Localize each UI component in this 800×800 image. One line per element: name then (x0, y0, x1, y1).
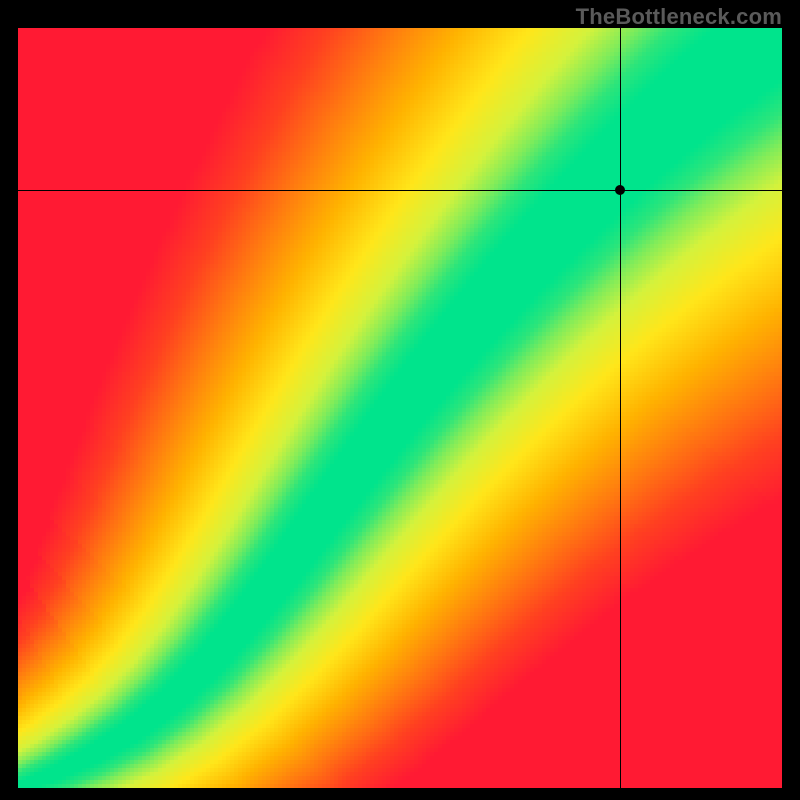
crosshair-horizontal (18, 190, 782, 191)
heatmap-canvas (18, 28, 782, 788)
heatmap-plot (18, 28, 782, 788)
watermark-text: TheBottleneck.com (576, 4, 782, 30)
crosshair-vertical (620, 28, 621, 788)
marker-point (615, 185, 625, 195)
